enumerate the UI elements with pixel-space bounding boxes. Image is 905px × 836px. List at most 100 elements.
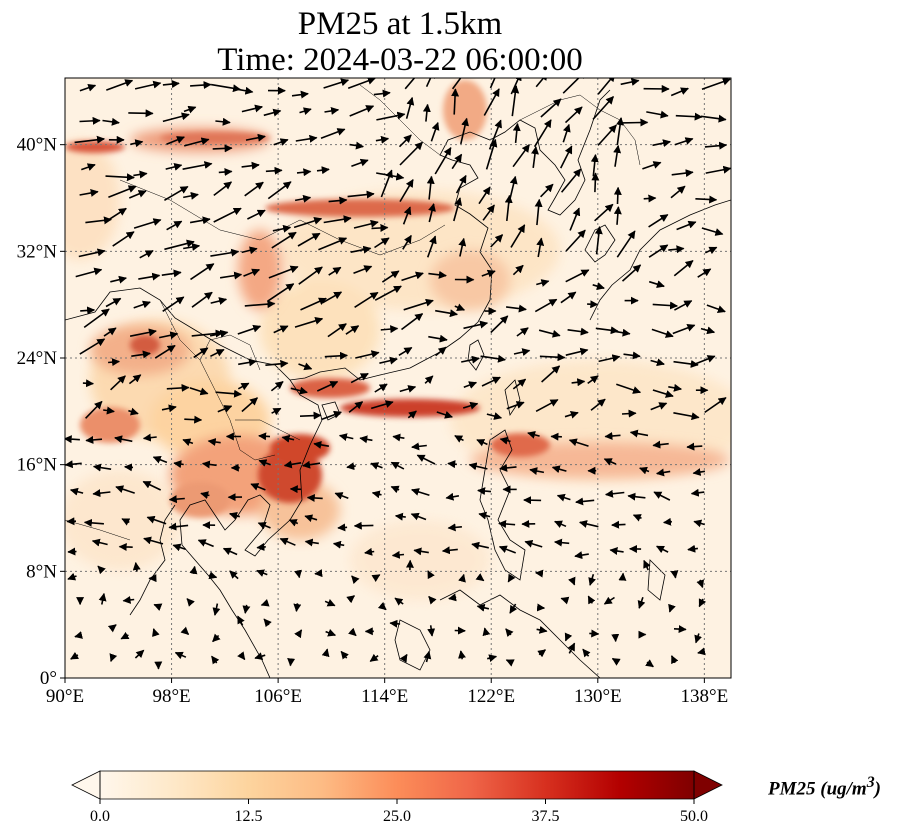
wind-arrow bbox=[347, 78, 376, 89]
wind-arrow bbox=[267, 181, 292, 200]
wind-arrow bbox=[598, 354, 621, 363]
wind-arrow bbox=[560, 168, 582, 193]
wind-arrow bbox=[398, 134, 412, 148]
wind-arrow bbox=[166, 383, 190, 392]
wind-arrow bbox=[616, 383, 642, 394]
wind-arrow bbox=[697, 268, 712, 278]
wind-arrow bbox=[186, 598, 195, 607]
wind-arrow bbox=[370, 400, 394, 410]
wind-arrow bbox=[79, 189, 99, 197]
wind-arrow bbox=[639, 466, 650, 475]
wind-arrow bbox=[376, 111, 406, 121]
wind-arrow bbox=[219, 271, 243, 280]
wind-arrow bbox=[468, 462, 488, 471]
wind-arrow bbox=[554, 520, 567, 529]
wind-arrow bbox=[513, 348, 531, 356]
wind-arrow bbox=[643, 559, 651, 571]
wind-arrow bbox=[490, 234, 504, 248]
wind-arrow bbox=[616, 117, 625, 146]
wind-arrow bbox=[168, 522, 189, 531]
wind-arrow bbox=[587, 375, 599, 385]
wind-arrow bbox=[568, 438, 589, 447]
wind-arrow bbox=[539, 353, 566, 362]
wind-arrow bbox=[695, 355, 716, 365]
lat-tick-label: 0° bbox=[40, 668, 57, 689]
wind-arrow bbox=[291, 90, 309, 99]
wind-arrow bbox=[163, 185, 189, 201]
wind-arrow bbox=[380, 325, 399, 334]
wind-arrow bbox=[350, 372, 369, 384]
wind-arrow bbox=[374, 383, 388, 393]
wind-arrow bbox=[183, 105, 197, 114]
wind-arrow bbox=[182, 161, 213, 170]
wind-arrow bbox=[244, 300, 276, 309]
wind-arrow bbox=[172, 543, 186, 552]
wind-arrow bbox=[371, 223, 389, 232]
wind-arrow bbox=[297, 232, 321, 247]
wind-arrow bbox=[613, 206, 622, 225]
wind-arrow bbox=[81, 163, 96, 171]
wind-arrow bbox=[700, 114, 727, 123]
map-title-line1: PM25 at 1.5km bbox=[297, 6, 503, 42]
wind-arrow bbox=[668, 383, 682, 392]
wind-arrow bbox=[462, 401, 479, 410]
wind-arrow bbox=[338, 433, 354, 442]
wind-arrow bbox=[189, 387, 209, 396]
wind-arrow bbox=[663, 517, 672, 526]
wind-arrow bbox=[290, 386, 308, 395]
wind-arrow bbox=[134, 649, 145, 659]
wind-arrow bbox=[375, 135, 390, 144]
wind-arrow bbox=[594, 203, 614, 222]
wind-arrow bbox=[674, 137, 694, 146]
wind-arrow bbox=[560, 596, 570, 605]
wind-arrow bbox=[512, 144, 530, 168]
wind-arrow bbox=[337, 523, 348, 532]
wind-arrow bbox=[161, 269, 182, 278]
wind-arrow bbox=[527, 430, 540, 439]
wind-arrow bbox=[229, 570, 239, 580]
wind-arrow bbox=[271, 231, 297, 249]
wind-arrow bbox=[428, 270, 447, 279]
wind-arrow bbox=[237, 651, 246, 661]
wind-arrow bbox=[128, 407, 139, 416]
wind-arrow bbox=[506, 304, 527, 313]
wind-arrow bbox=[590, 398, 606, 411]
wind-arrow bbox=[516, 327, 529, 337]
wind-arrow bbox=[575, 497, 595, 506]
wind-arrow bbox=[646, 110, 669, 119]
wind-arrow bbox=[189, 216, 211, 225]
wind-arrow bbox=[131, 350, 151, 359]
wind-arrow bbox=[536, 625, 548, 634]
wind-arrow bbox=[455, 174, 467, 194]
wind-arrow bbox=[211, 655, 220, 665]
wind-arrow bbox=[295, 134, 318, 143]
wind-arrow bbox=[399, 385, 417, 393]
wind-arrow bbox=[237, 86, 254, 95]
lat-tick-label: 16°N bbox=[17, 455, 58, 476]
lat-tick-label: 32°N bbox=[17, 241, 58, 262]
wind-arrow bbox=[537, 649, 547, 658]
wind-arrow bbox=[373, 89, 391, 98]
wind-arrow bbox=[132, 562, 141, 572]
colorbar-gradient bbox=[100, 771, 694, 799]
wind-arrow bbox=[351, 575, 360, 585]
wind-arrow bbox=[579, 520, 599, 528]
wind-arrow bbox=[346, 595, 356, 604]
wind-arrow bbox=[320, 128, 346, 140]
wind-arrow bbox=[138, 272, 161, 281]
wind-arrow bbox=[604, 432, 621, 440]
wind-arrow bbox=[133, 170, 148, 179]
wind-arrow bbox=[704, 141, 728, 150]
wind-arrow bbox=[597, 124, 617, 146]
wind-arrow bbox=[448, 593, 457, 602]
wind-arrow bbox=[605, 489, 625, 498]
wind-arrow bbox=[298, 266, 323, 285]
wind-arrow bbox=[260, 598, 270, 607]
wind-arrow bbox=[209, 329, 229, 338]
wind-arrow bbox=[370, 462, 383, 470]
wind-arrow bbox=[391, 550, 405, 559]
wind-arrow bbox=[482, 627, 491, 637]
wind-arrow bbox=[451, 88, 460, 115]
wind-arrow bbox=[79, 338, 106, 355]
colorbar-ticks: 0.0 12.5 25.0 37.5 50.0 bbox=[90, 799, 708, 825]
